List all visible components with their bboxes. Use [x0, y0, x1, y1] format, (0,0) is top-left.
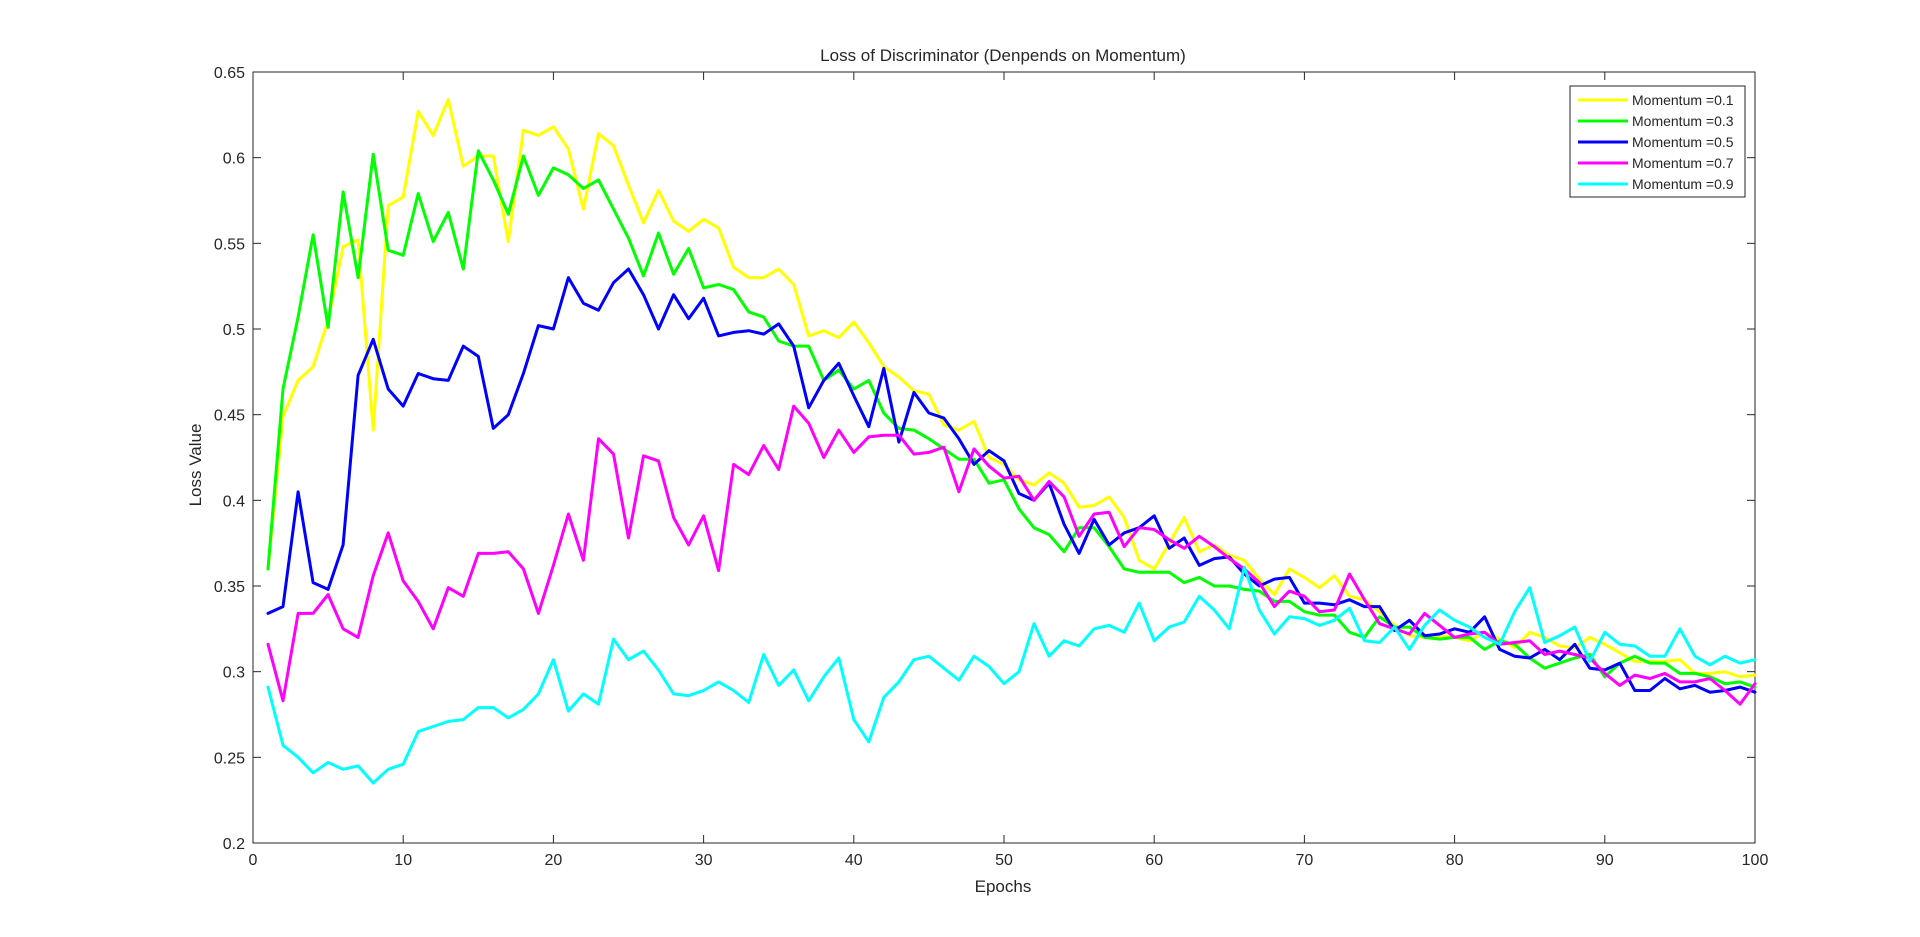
x-tick-label: 20	[545, 852, 563, 869]
x-axis-ticks: 0 10 20 30 40 50 60 70 80 90 100	[249, 72, 1769, 869]
series-line-5	[266, 565, 1757, 785]
y-tick-label: 0.6	[223, 151, 245, 168]
y-tick-label: 0.5	[223, 322, 245, 339]
x-tick-label: 50	[995, 852, 1013, 869]
y-tick-label: 0.35	[214, 579, 245, 596]
legend-label: Momentum =0.9	[1632, 176, 1734, 192]
chart-title: Loss of Discriminator (Denpends on Momen…	[820, 46, 1186, 65]
y-tick-label: 0.65	[214, 65, 245, 82]
y-tick-label: 0.45	[214, 408, 245, 425]
x-axis-label: Epochs	[975, 877, 1032, 896]
y-tick-label: 0.4	[223, 493, 245, 510]
x-tick-label: 60	[1145, 852, 1163, 869]
y-tick-label: 0.25	[214, 750, 245, 767]
y-tick-label: 0.55	[214, 236, 245, 253]
x-tick-label: 100	[1742, 852, 1769, 869]
y-tick-label: 0.3	[223, 665, 245, 682]
plot-area	[252, 71, 1756, 844]
legend-label: Momentum =0.7	[1632, 155, 1734, 171]
x-tick-label: 80	[1446, 852, 1464, 869]
x-tick-label: 70	[1296, 852, 1314, 869]
legend-label: Momentum =0.3	[1632, 113, 1734, 129]
series-lines	[266, 97, 1757, 785]
legend-label: Momentum =0.1	[1632, 92, 1734, 108]
x-tick-label: 10	[394, 852, 412, 869]
y-axis-ticks: 0.2 0.25 0.3 0.35 0.4 0.45 0.5 0.55 0.6 0.65	[214, 65, 1755, 853]
y-axis-label: Loss Value	[186, 424, 205, 507]
legend: Momentum =0.1 Momentum =0.3 Momentum =0.5 M…	[1569, 85, 1746, 198]
y-tick-label: 0.2	[223, 836, 245, 853]
legend-label: Momentum =0.5	[1632, 134, 1734, 150]
x-tick-label: 0	[249, 852, 258, 869]
x-tick-label: 90	[1596, 852, 1614, 869]
series-line-4	[266, 404, 1757, 706]
x-tick-label: 40	[845, 852, 863, 869]
x-tick-label: 30	[695, 852, 713, 869]
